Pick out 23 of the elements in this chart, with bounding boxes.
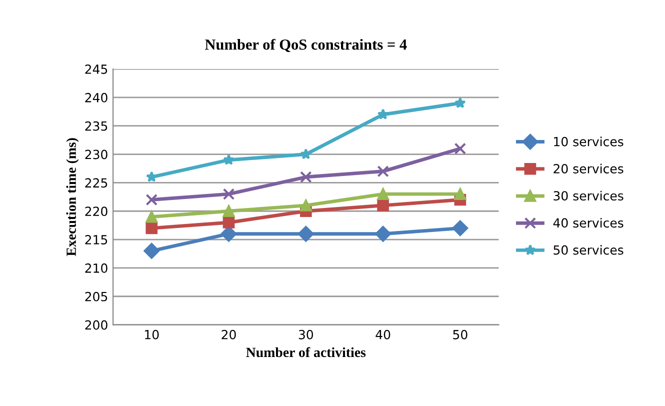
- x-tick-label: 30: [298, 330, 314, 340]
- x-tick-label: 20: [222, 330, 236, 340]
- y-tick-label: 240: [85, 92, 108, 102]
- y-tick-label: 205: [85, 292, 108, 302]
- x-tick-label: 50: [453, 330, 468, 340]
- legend-label: 30 services: [554, 190, 624, 201]
- x-axis-title: Number of activities: [246, 347, 366, 358]
- y-tick-label: 245: [85, 64, 108, 74]
- y-tick-label: 215: [85, 235, 108, 244]
- chart-title: Number of QoS constraints = 4: [205, 38, 407, 52]
- legend-label: 40 services: [553, 218, 624, 228]
- x-tick-label: 10: [145, 330, 159, 340]
- y-tick-label: 230: [85, 150, 108, 160]
- y-tick-label: 200: [85, 320, 108, 330]
- x-tick-label: 40: [376, 330, 390, 340]
- legend-label: 20 services: [554, 164, 624, 174]
- y-tick-label: 210: [85, 263, 108, 273]
- y-axis-title: Execution time (ms): [66, 138, 79, 256]
- legend-label: 10 services: [554, 136, 624, 146]
- y-tick-label: 235: [85, 121, 108, 131]
- y-tick-label: 220: [85, 206, 108, 216]
- y-tick-label: 225: [85, 178, 108, 188]
- legend-label: 50 services: [554, 245, 624, 255]
